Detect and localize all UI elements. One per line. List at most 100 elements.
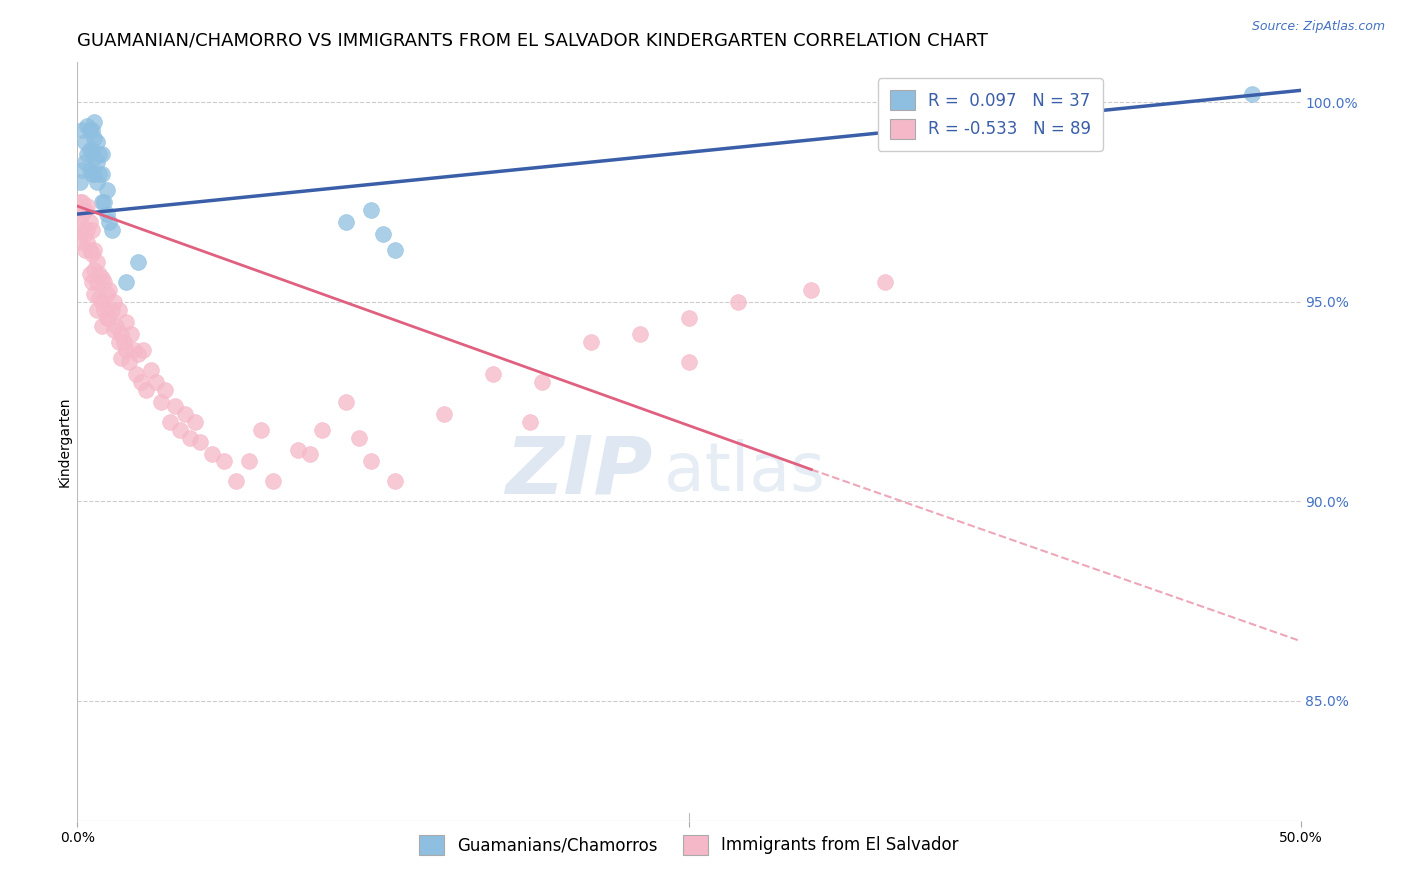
Point	[108, 302, 131, 317]
Point	[90, 294, 112, 309]
Point	[83, 115, 105, 129]
Point	[125, 367, 148, 381]
Point	[73, 155, 96, 169]
Point	[90, 147, 112, 161]
Point	[678, 310, 700, 325]
Point	[127, 347, 149, 361]
Point	[371, 227, 394, 241]
Point	[384, 243, 406, 257]
Point	[70, 223, 93, 237]
Point	[135, 383, 157, 397]
Point	[179, 431, 201, 445]
Point	[86, 255, 108, 269]
Point	[96, 207, 118, 221]
Point	[115, 343, 138, 357]
Point	[115, 275, 138, 289]
Point	[120, 326, 142, 341]
Point	[579, 334, 602, 349]
Point	[89, 147, 111, 161]
Point	[80, 275, 103, 289]
Point	[384, 475, 406, 489]
Point	[80, 143, 103, 157]
Point	[98, 215, 121, 229]
Point	[360, 454, 382, 468]
Point	[212, 454, 235, 468]
Point	[96, 286, 118, 301]
Point	[628, 326, 651, 341]
Point	[174, 407, 197, 421]
Point	[118, 355, 141, 369]
Point	[79, 243, 101, 257]
Point	[83, 151, 105, 165]
Point	[70, 123, 93, 137]
Point	[678, 355, 700, 369]
Point	[86, 275, 108, 289]
Point	[76, 235, 98, 249]
Point	[70, 195, 93, 210]
Point	[98, 310, 121, 325]
Point	[83, 131, 105, 145]
Point	[89, 267, 111, 281]
Point	[225, 475, 247, 489]
Point	[287, 442, 309, 457]
Point	[184, 415, 207, 429]
Point	[112, 334, 135, 349]
Point	[79, 163, 101, 178]
Point	[100, 223, 122, 237]
Point	[69, 215, 91, 229]
Point	[132, 343, 155, 357]
Point	[145, 375, 167, 389]
Point	[519, 415, 541, 429]
Point	[100, 302, 122, 317]
Point	[127, 255, 149, 269]
Point	[96, 183, 118, 197]
Point	[76, 120, 98, 134]
Point	[298, 446, 321, 460]
Point	[83, 243, 105, 257]
Point	[79, 143, 101, 157]
Point	[110, 326, 132, 341]
Point	[90, 195, 112, 210]
Point	[531, 375, 554, 389]
Point	[70, 163, 93, 178]
Point	[96, 310, 118, 325]
Point	[105, 318, 128, 333]
Point	[335, 215, 357, 229]
Point	[108, 334, 131, 349]
Point	[159, 415, 181, 429]
Point	[727, 294, 749, 309]
Point	[335, 394, 357, 409]
Point	[76, 223, 98, 237]
Point	[86, 175, 108, 189]
Point	[90, 167, 112, 181]
Point	[110, 351, 132, 365]
Point	[83, 286, 105, 301]
Point	[482, 367, 505, 381]
Point	[73, 243, 96, 257]
Point	[129, 375, 152, 389]
Y-axis label: Kindergarten: Kindergarten	[58, 396, 72, 487]
Point	[103, 294, 125, 309]
Text: GUAMANIAN/CHAMORRO VS IMMIGRANTS FROM EL SALVADOR KINDERGARTEN CORRELATION CHART: GUAMANIAN/CHAMORRO VS IMMIGRANTS FROM EL…	[77, 31, 988, 49]
Point	[122, 343, 145, 357]
Point	[93, 302, 115, 317]
Point	[69, 195, 91, 210]
Point	[165, 399, 187, 413]
Point	[360, 203, 382, 218]
Point	[70, 207, 93, 221]
Point	[76, 199, 98, 213]
Point	[89, 167, 111, 181]
Point	[169, 423, 191, 437]
Point	[90, 318, 112, 333]
Point	[80, 247, 103, 261]
Point	[69, 175, 91, 189]
Point	[149, 394, 172, 409]
Point	[311, 423, 333, 437]
Point	[347, 431, 370, 445]
Point	[80, 123, 103, 137]
Legend: Guamanians/Chamorros, Immigrants from El Salvador: Guamanians/Chamorros, Immigrants from El…	[412, 828, 966, 862]
Point	[93, 195, 115, 210]
Point	[80, 167, 103, 181]
Point	[86, 155, 108, 169]
Point	[93, 275, 115, 289]
